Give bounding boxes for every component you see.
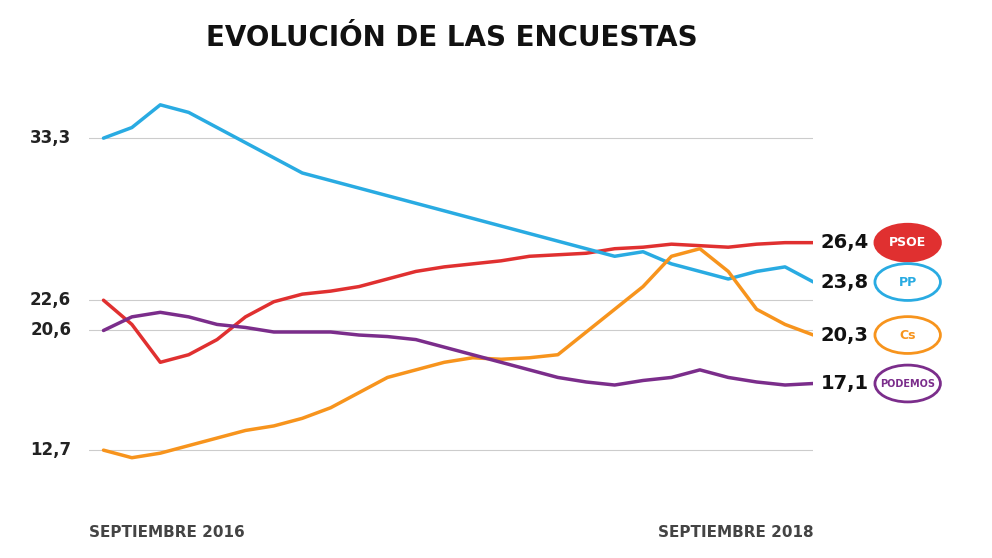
Text: 17,1: 17,1: [820, 374, 869, 393]
Text: SEPTIEMBRE 2018: SEPTIEMBRE 2018: [658, 525, 813, 540]
Text: PODEMOS: PODEMOS: [880, 378, 935, 388]
Text: 33,3: 33,3: [30, 129, 71, 147]
Text: 20,3: 20,3: [820, 325, 868, 344]
Text: PP: PP: [899, 276, 917, 288]
Text: 20,6: 20,6: [30, 321, 71, 339]
Text: 23,8: 23,8: [820, 272, 869, 291]
Text: PSOE: PSOE: [889, 236, 927, 249]
Text: 22,6: 22,6: [30, 291, 71, 309]
Text: 12,7: 12,7: [30, 441, 71, 459]
Text: Cs: Cs: [900, 329, 916, 341]
Text: 26,4: 26,4: [820, 233, 869, 252]
Text: SEPTIEMBRE 2016: SEPTIEMBRE 2016: [89, 525, 245, 540]
Title: EVOLUCIÓN DE LAS ENCUESTAS: EVOLUCIÓN DE LAS ENCUESTAS: [205, 24, 697, 52]
